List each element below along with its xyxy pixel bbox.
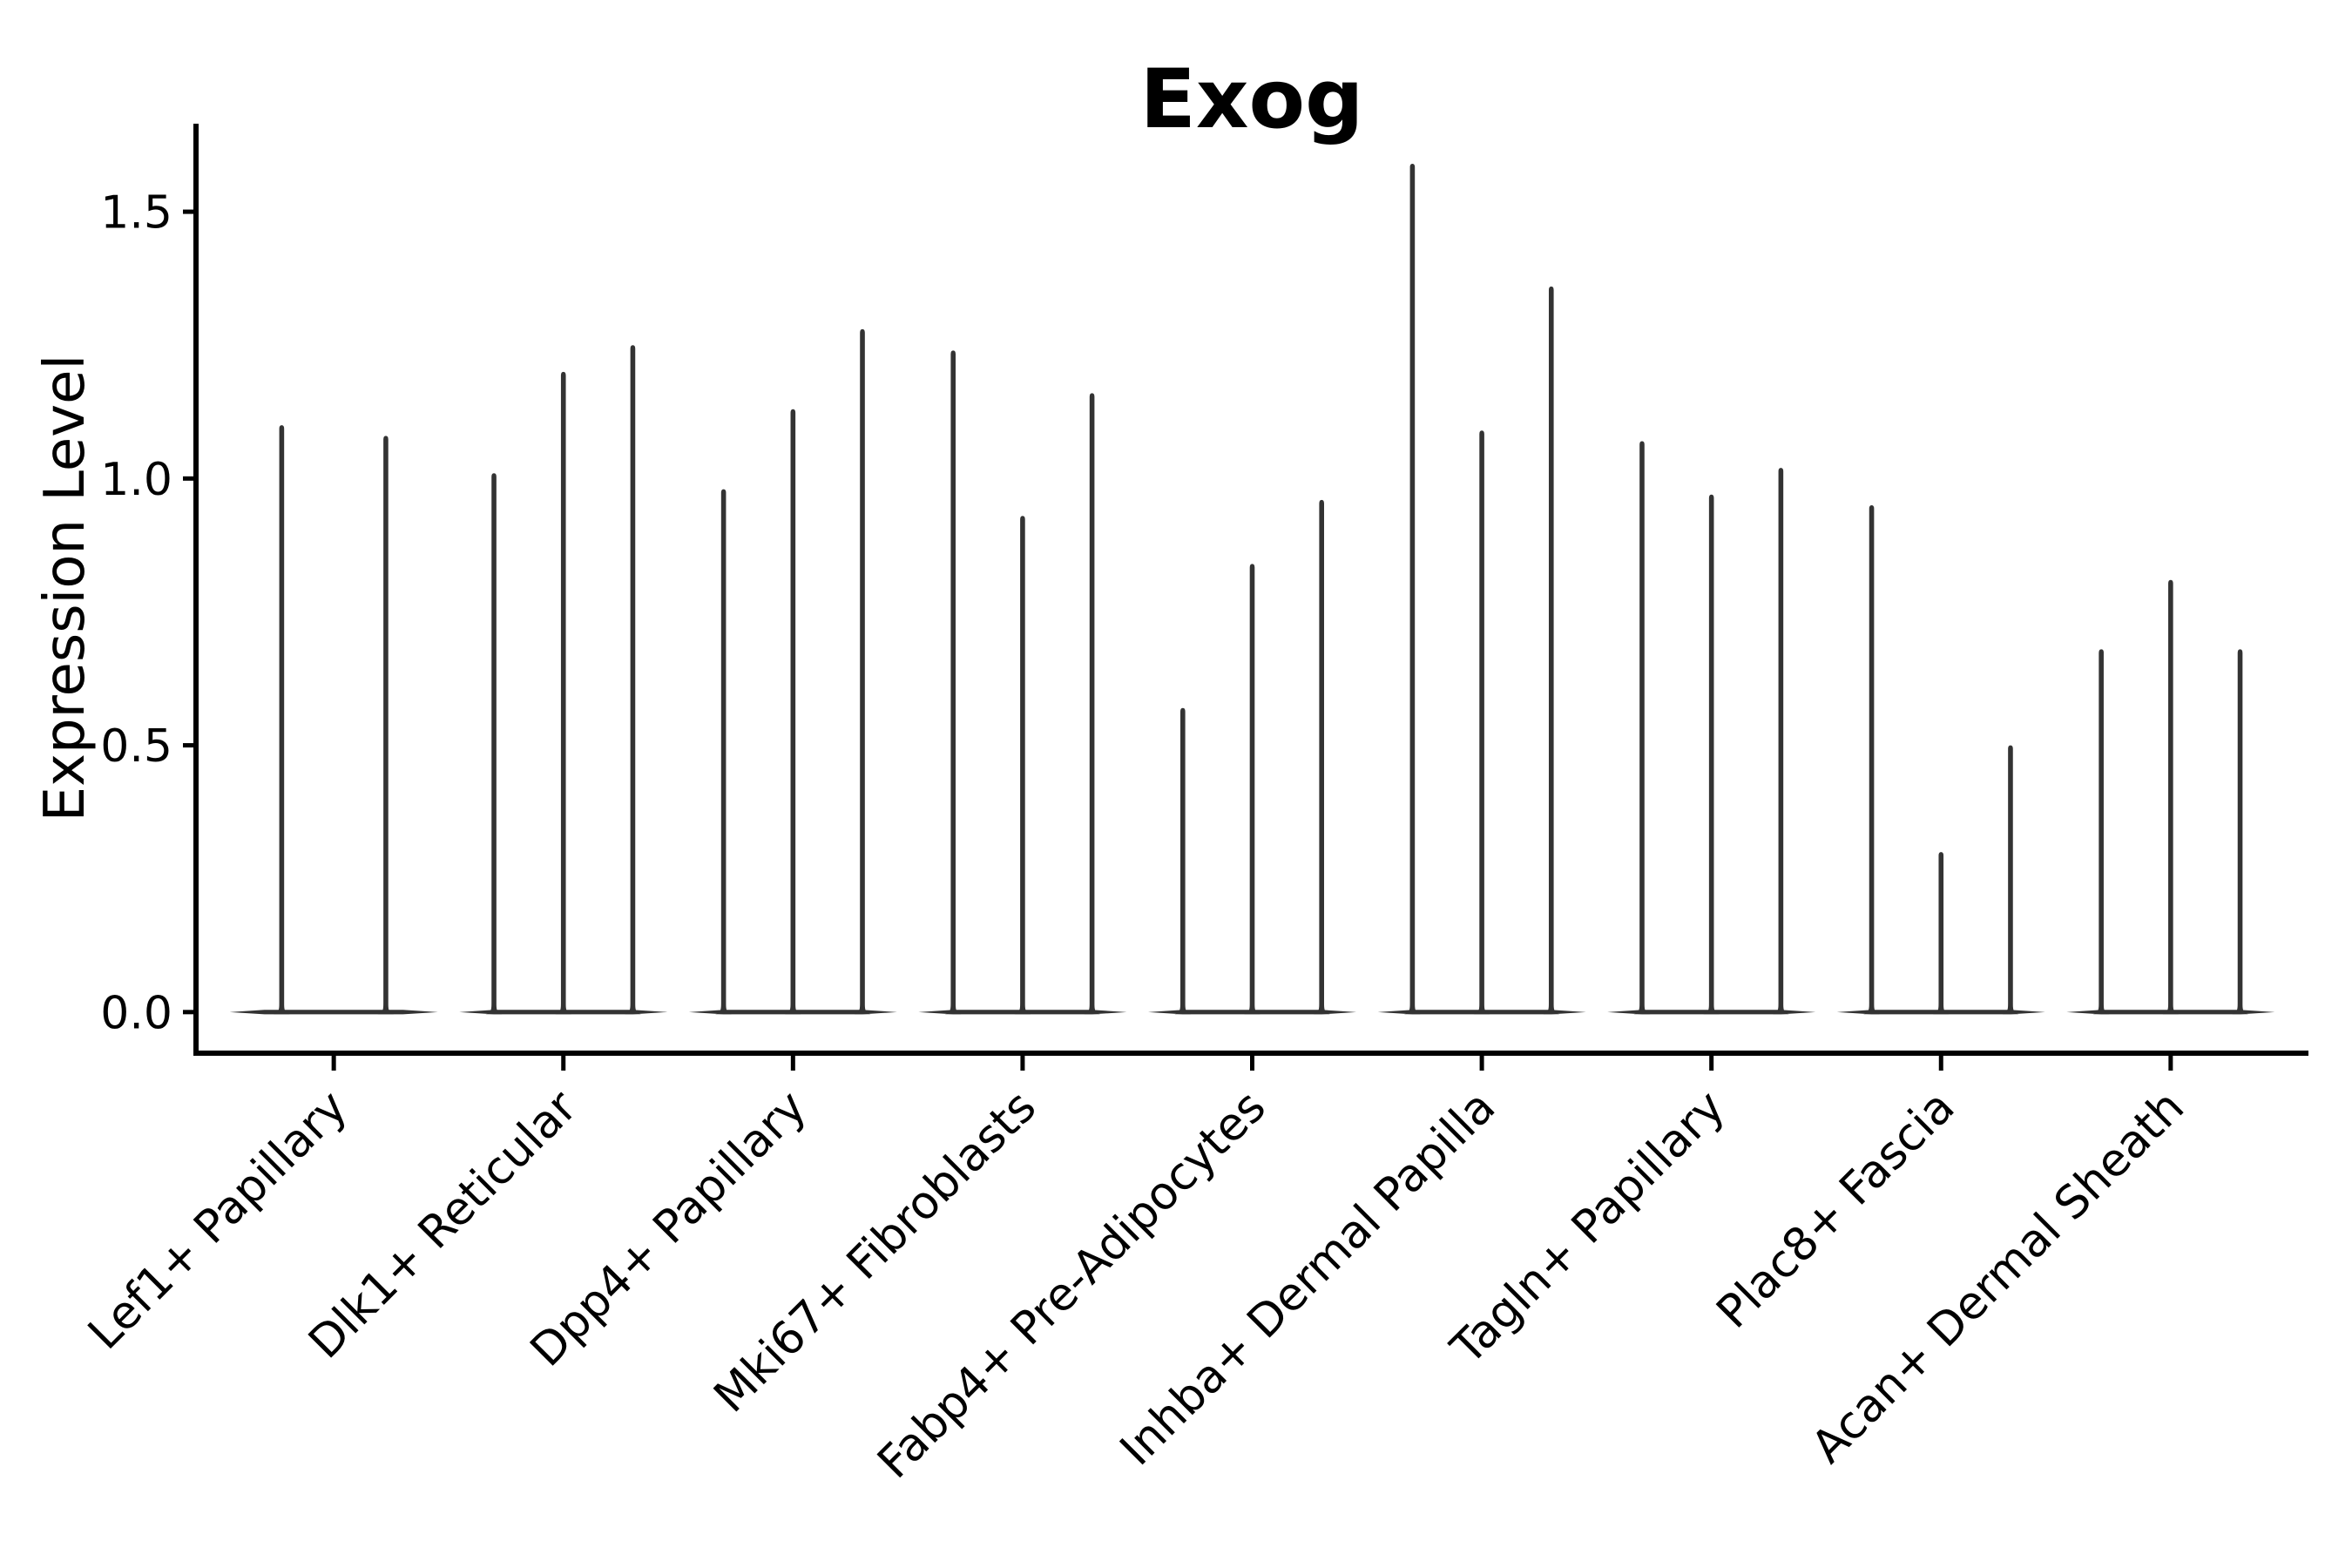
violin-needle	[1313, 499, 1330, 1015]
violin-group	[1607, 441, 1816, 1015]
violin-needle	[2092, 649, 2110, 1015]
violin-needle	[273, 425, 290, 1015]
violin-group	[1836, 504, 2045, 1015]
violin-needle	[485, 473, 503, 1015]
violin-base	[229, 1010, 438, 1015]
violin-needle	[1863, 504, 1881, 1015]
x-tick-label: Acan+ Dermal Sheath	[1801, 1081, 2194, 1474]
violin-needle	[1473, 430, 1490, 1015]
violin-needle	[2002, 745, 2019, 1015]
violin-needle	[1703, 494, 1720, 1015]
violin-needle	[1543, 286, 1560, 1015]
violin-needle	[715, 489, 733, 1015]
y-tick-label: 1.5	[100, 187, 172, 240]
y-axis-label: Expression Level	[33, 355, 98, 822]
violin-group	[229, 425, 438, 1015]
violin-needle	[784, 409, 801, 1015]
violin-needle	[2162, 579, 2180, 1015]
violin-needle	[1403, 163, 1421, 1015]
violin-needle	[1772, 468, 1789, 1015]
violin-needle	[377, 436, 395, 1015]
violin-needle	[1014, 516, 1031, 1015]
violin-group	[459, 345, 668, 1015]
y-axis-ticks: 0.0 0.5 1.0 1.5	[100, 187, 196, 1039]
violin-needle	[854, 328, 871, 1015]
violin-needle	[555, 371, 572, 1015]
violin-needle	[1633, 441, 1651, 1015]
violin-groups	[229, 163, 2275, 1015]
y-tick-label: 1.0	[100, 454, 172, 506]
violin-group	[2066, 579, 2275, 1015]
violin-group	[1148, 499, 1356, 1015]
x-tick-label: Inhba+ Dermal Papilla	[1111, 1081, 1505, 1476]
violin-group	[918, 350, 1127, 1015]
violin-needle	[1174, 707, 1192, 1015]
chart-title: Exog	[1140, 52, 1364, 147]
x-tick-label: Fabp4+ Pre-Adipocytes	[868, 1081, 1275, 1489]
x-tick-label: Plac8+ Fascia	[1707, 1081, 1965, 1339]
y-tick-label: 0.5	[100, 720, 172, 773]
violin-needle	[1932, 852, 1950, 1015]
violin-needle	[2232, 649, 2249, 1015]
violin-needle	[1084, 393, 1101, 1015]
violin-group	[1377, 163, 1586, 1015]
violin-needle	[944, 350, 962, 1015]
violin-needle	[1244, 564, 1260, 1015]
violin-needle	[624, 345, 641, 1015]
violin-group	[688, 328, 897, 1015]
y-tick-label: 0.0	[100, 987, 172, 1039]
